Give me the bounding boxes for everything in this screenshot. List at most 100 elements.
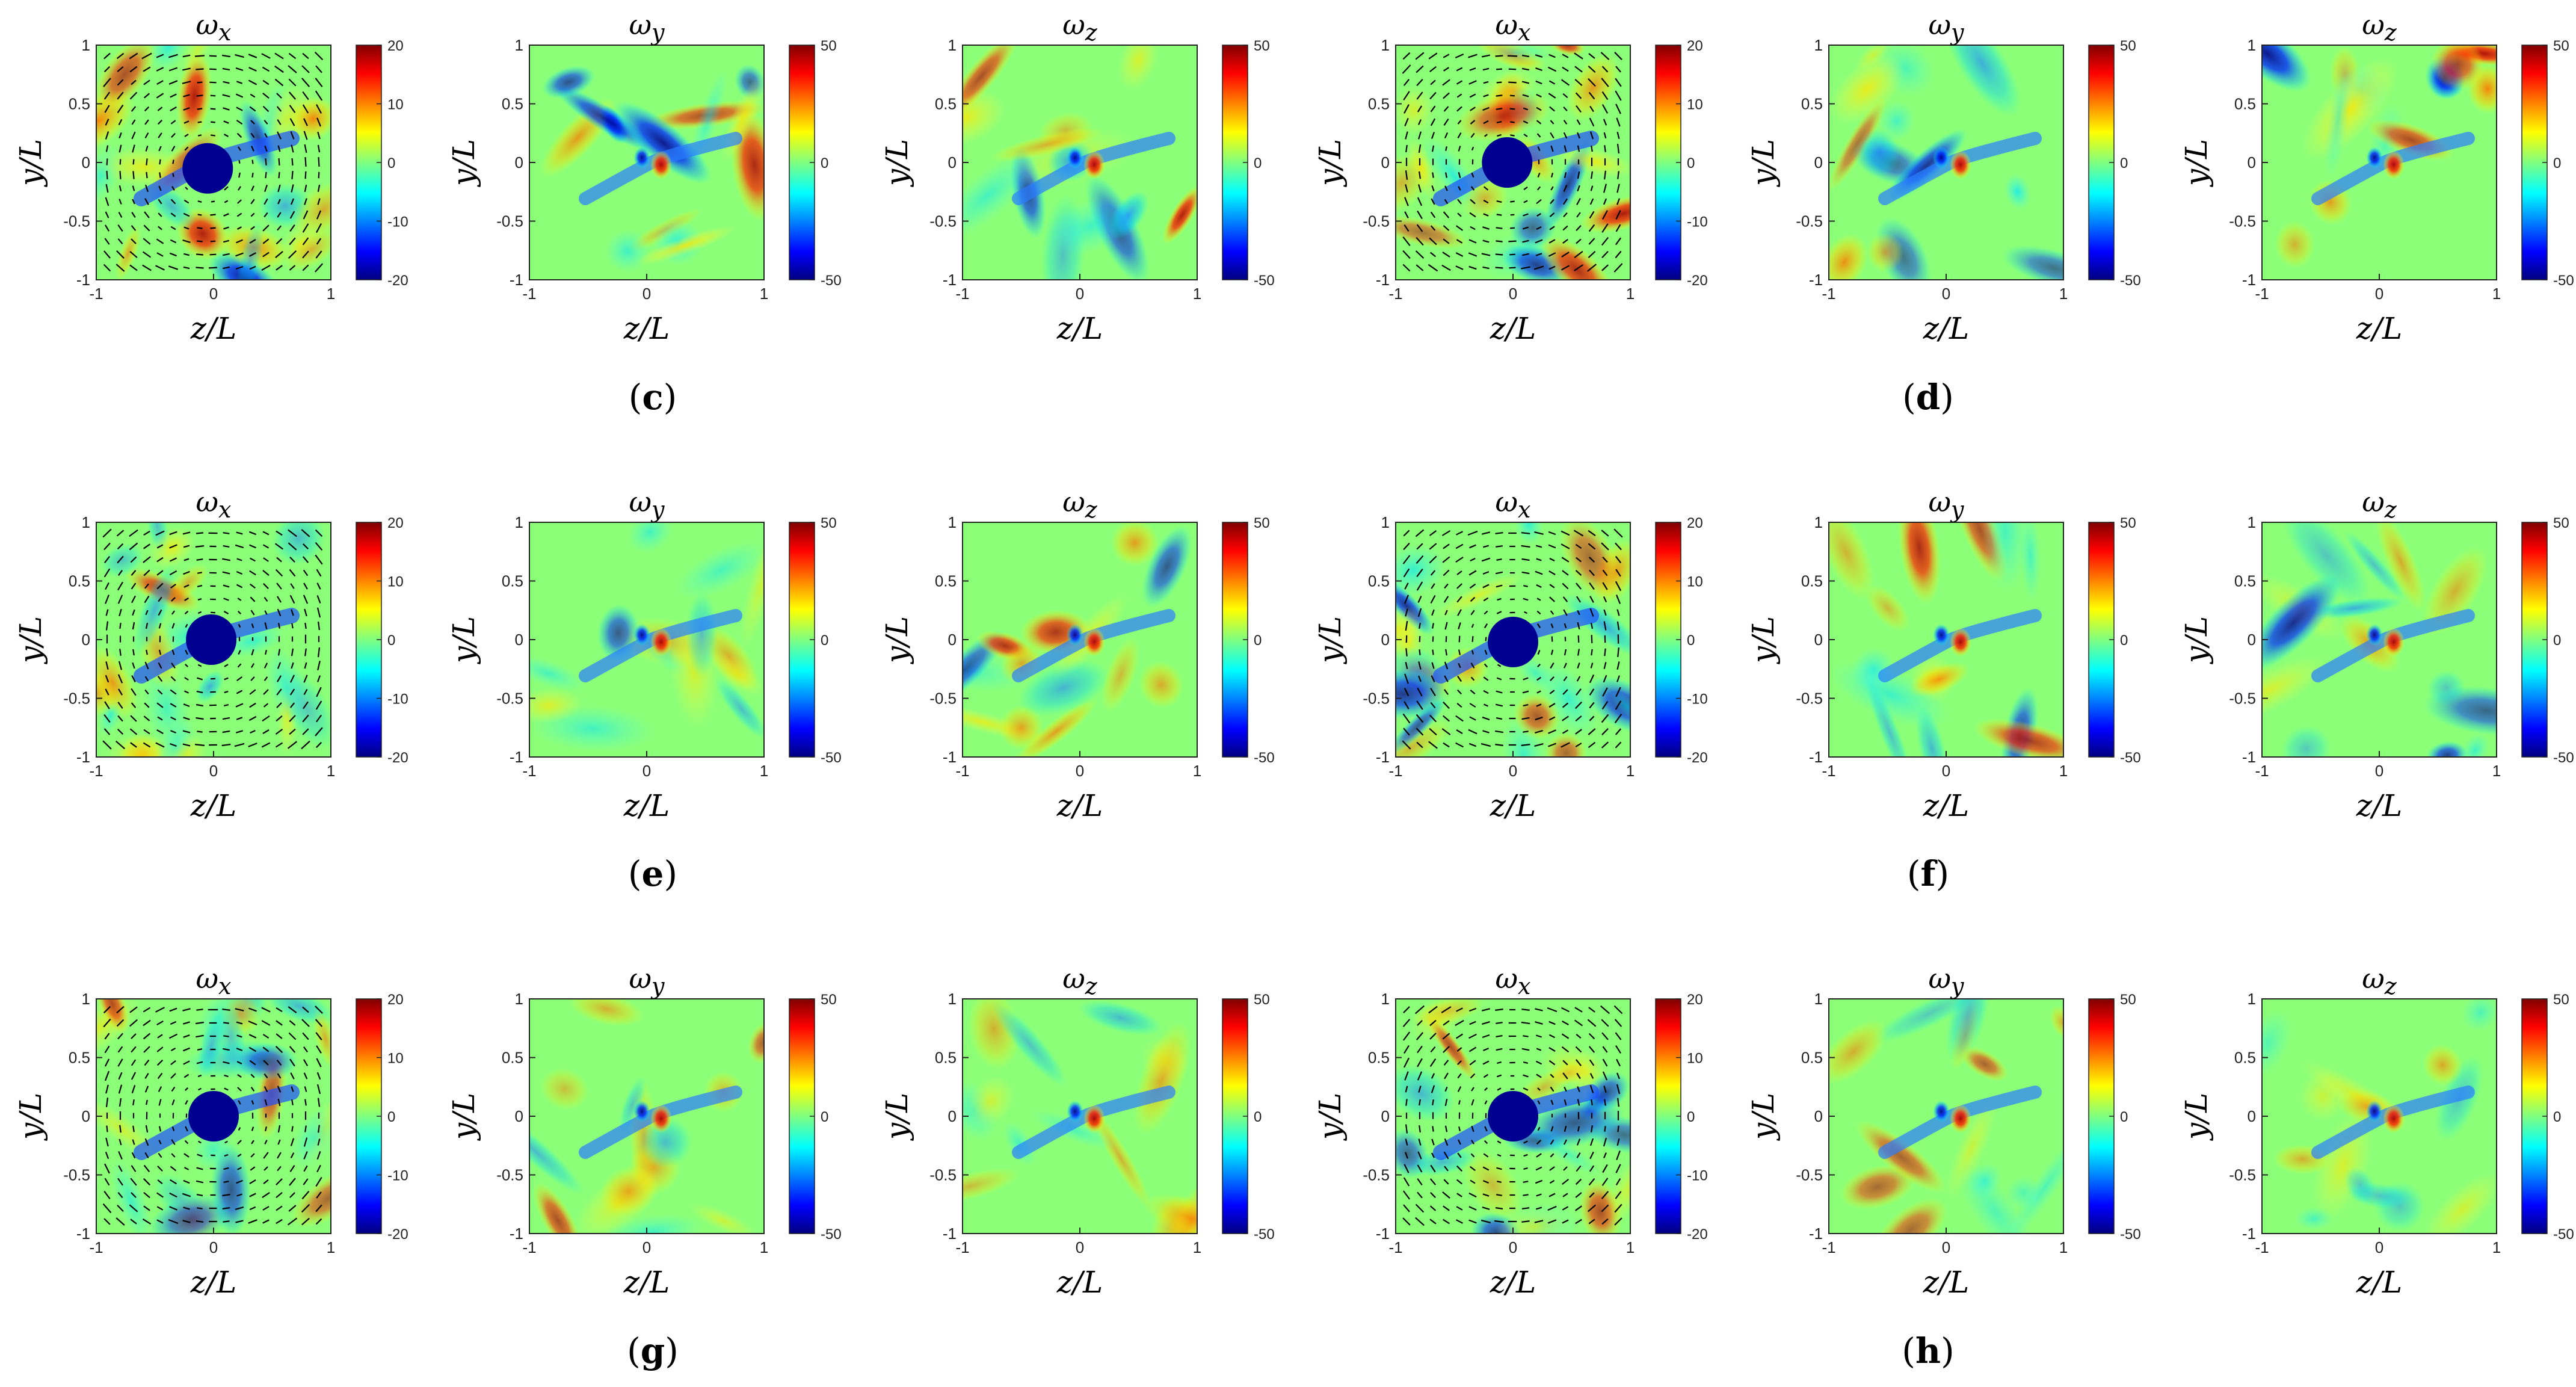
velocity-arrow: [1431, 132, 1435, 139]
velocity-arrow: [195, 1021, 205, 1025]
velocity-arrow: [1444, 185, 1448, 191]
velocity-arrow: [183, 1206, 190, 1210]
vorticity-blob: [1946, 999, 1991, 1064]
velocity-arrow: [264, 1099, 268, 1106]
vorticity-field: [1396, 999, 1630, 1234]
y-axis-label: y/L: [446, 616, 481, 664]
velocity-arrow: [132, 609, 135, 616]
velocity-arrow: [1523, 186, 1528, 191]
velocity-arrow: [262, 1034, 270, 1039]
velocity-arrow: [1588, 530, 1596, 537]
velocity-arrow: [1428, 741, 1438, 749]
vorticity-blob: [96, 999, 129, 1034]
velocity-arrow: [1536, 690, 1541, 694]
x-tick-label: 0: [1076, 285, 1084, 303]
velocity-arrow: [1417, 1058, 1423, 1067]
y-tick-label: -0.5: [1796, 212, 1823, 230]
velocity-arrow: [117, 1178, 123, 1186]
velocity-arrow: [276, 106, 282, 112]
core-negative: [1933, 624, 1950, 646]
velocity-arrow: [170, 93, 177, 98]
y-axis-label: y/L: [880, 139, 914, 187]
velocity-arrow: [118, 688, 123, 696]
velocity-arrow: [117, 1191, 123, 1199]
velocity-arrow: [1468, 1007, 1477, 1012]
vorticity-blob: [2325, 54, 2352, 181]
velocity-arrow: [156, 1059, 164, 1066]
velocity-arrow: [168, 1219, 179, 1225]
x-tick-label: -1: [522, 285, 536, 303]
vorticity-blob: [1111, 522, 1159, 567]
velocity-arrow: [1562, 66, 1569, 72]
velocity-arrow: [1430, 702, 1436, 709]
velocity-arrow: [158, 1099, 162, 1106]
velocity-arrow: [104, 1178, 110, 1186]
colorbar-tick-label: 50: [821, 992, 837, 1008]
velocity-arrow: [1550, 623, 1554, 628]
velocity-arrow: [144, 1073, 149, 1079]
velocity-arrow: [1587, 1204, 1597, 1212]
vorticity-blob: [2020, 522, 2041, 602]
vorticity-blob: [289, 97, 331, 141]
velocity-arrow: [1469, 716, 1476, 721]
velocity-arrow: [158, 185, 162, 191]
velocity-arrow: [222, 730, 230, 734]
velocity-arrow: [1576, 688, 1582, 696]
velocity-arrow: [1496, 1035, 1503, 1037]
velocity-arrow: [221, 558, 231, 561]
velocity-arrow: [184, 598, 189, 601]
colorbar-tick-label: 10: [387, 1051, 404, 1067]
velocity-arrow: [1510, 121, 1515, 123]
x-tick-label: 0: [1509, 285, 1517, 303]
vorticity-blob: [1602, 1152, 1630, 1226]
panel-label-f: (f): [1907, 853, 1949, 894]
panel-title: ωz: [2362, 486, 2397, 523]
velocity-arrow: [1562, 198, 1568, 205]
vorticity-field: [529, 999, 764, 1234]
velocity-arrow: [1497, 1181, 1502, 1183]
velocity-arrow: [104, 238, 110, 245]
velocity-arrow: [276, 688, 282, 696]
velocity-arrow: [236, 1179, 243, 1184]
velocity-arrow: [1405, 1152, 1408, 1159]
velocity-arrow: [1429, 91, 1437, 100]
velocity-arrow: [262, 544, 270, 549]
velocity-arrow: [277, 184, 281, 193]
velocity-arrow: [117, 729, 124, 735]
vorticity-blob: [990, 127, 1104, 162]
panel-title: ωz: [1062, 962, 1098, 999]
velocity-arrow: [1404, 1071, 1409, 1081]
velocity-arrow: [1588, 1178, 1595, 1186]
velocity-arrow: [129, 264, 138, 271]
velocity-arrow: [1535, 1206, 1542, 1210]
velocity-arrow: [1576, 1165, 1582, 1172]
core-negative: [1067, 147, 1083, 168]
velocity-arrow: [118, 1084, 123, 1094]
velocity-arrow: [1484, 623, 1488, 629]
velocity-arrow: [1482, 67, 1490, 71]
x-tick-label: -1: [955, 1238, 969, 1256]
vorticity-blob: [2262, 1010, 2293, 1078]
velocity-arrow: [1604, 1099, 1606, 1106]
velocity-arrow: [143, 1191, 150, 1199]
velocity-arrow: [117, 238, 123, 244]
velocity-arrow: [142, 1218, 152, 1225]
vorticity-blob: [2049, 1005, 2063, 1040]
velocity-arrow: [1495, 730, 1503, 734]
velocity-arrow: [1508, 68, 1517, 70]
velocity-arrow: [143, 1046, 150, 1053]
velocity-arrow: [1405, 648, 1408, 656]
x-axis-label: z/L: [1923, 788, 1969, 823]
velocity-arrow: [157, 689, 163, 695]
velocity-arrow: [275, 569, 283, 577]
velocity-arrow: [183, 1179, 190, 1184]
x-tick-label: 1: [327, 285, 335, 303]
velocity-arrow: [1615, 103, 1621, 114]
velocity-arrow: [290, 131, 295, 140]
velocity-arrow: [1483, 1073, 1489, 1078]
velocity-arrow: [291, 1099, 294, 1105]
velocity-arrow: [1444, 610, 1448, 616]
velocity-quiver: [1402, 52, 1623, 273]
y-tick-label: 1: [1381, 990, 1390, 1008]
velocity-arrow: [1469, 703, 1476, 708]
